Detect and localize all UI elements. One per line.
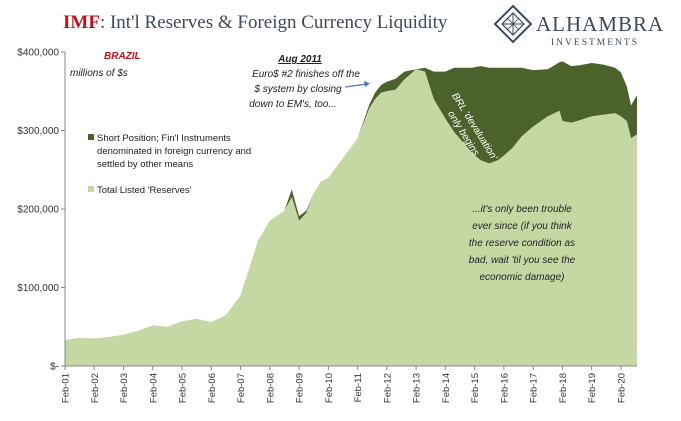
y-tick-label: $400,000 (17, 48, 59, 59)
title-rest: : Int'l Reserves & Foreign Currency Liqu… (100, 12, 448, 33)
x-tick-label: Feb-17 (529, 373, 540, 403)
diamond-lattice-logo-icon (493, 4, 533, 44)
x-tick-label: Feb-08 (265, 373, 276, 403)
annotation-arrow-head (364, 81, 370, 87)
annotation-aug-2011-line1: Euro$ #2 finishes off the (252, 69, 360, 80)
plot-areas (65, 61, 637, 367)
x-tick-label: Feb-06 (207, 373, 218, 403)
x-tick-label: Feb-01 (61, 373, 72, 403)
annotation-trouble-line3: the reserve condition as (469, 238, 575, 249)
x-tick-label: Feb-13 (412, 373, 423, 403)
legend-label-short-line3: settled by other means (97, 159, 193, 170)
x-tick-label: Feb-14 (441, 373, 452, 403)
annotation-trouble-line2: ever since (if you think (472, 221, 572, 232)
x-tick-label: Feb-19 (587, 373, 598, 403)
legend-swatch-short-position (88, 134, 94, 140)
title-accent: IMF (63, 12, 100, 33)
annotation-arrow (344, 83, 368, 88)
y-tick-label: $- (50, 362, 59, 373)
legend: Short Position; Fin'l Instruments denomi… (88, 133, 251, 196)
x-tick-label: Feb-03 (119, 373, 130, 403)
annotation-aug-2011-heading: Aug 2011 (277, 54, 322, 65)
y-tick-label: $100,000 (17, 283, 59, 294)
y-tick-label: $200,000 (17, 205, 59, 216)
annotation-aug-2011-line2: $ system by closing (253, 84, 342, 95)
series-area-short-position (65, 61, 637, 341)
x-tick-label: Feb-10 (324, 373, 335, 403)
unit-note: millions of $s (70, 68, 128, 79)
x-tick-label: Feb-05 (178, 373, 189, 403)
annotation-trouble-line1: ...it's only been trouble (472, 204, 572, 215)
legend-label-short-line1: Short Position; Fin'l Instruments (97, 133, 231, 144)
annotation-trouble-line4: bad, wait 'til you see the (469, 255, 576, 266)
x-tick-label: Feb-18 (558, 373, 569, 403)
brand-name: ALHAMBRA (536, 12, 664, 36)
annotation-aug-2011-line3: down to EM's, too... (249, 99, 337, 110)
x-tick-label: Feb-16 (499, 373, 510, 403)
legend-label-reserves: Total Listed 'Reserves' (97, 185, 192, 196)
legend-label-short-line2: denominated in foreign currency and (97, 146, 251, 157)
y-axis: $- $100,000 $200,000 $300,000 $400,000 (17, 48, 66, 373)
annotation-trouble-line5: economic damage) (479, 272, 564, 283)
x-tick-label: Feb-02 (90, 373, 101, 403)
x-tick-label: Feb-12 (382, 373, 393, 403)
annotation-trouble: ...it's only been trouble ever since (if… (469, 204, 576, 283)
annotation-aug-2011: Aug 2011 Euro$ #2 finishes off the $ sys… (249, 54, 370, 110)
x-tick-label: Feb-04 (148, 373, 159, 403)
y-tick-label: $300,000 (17, 126, 59, 137)
chart-title: IMF: Int'l Reserves & Foreign Currency L… (63, 12, 448, 33)
series-area-reserves (65, 69, 637, 367)
x-axis: Feb-01 Feb-02 Feb-03 Feb-04 Feb-05 Feb-06 Feb-… (61, 365, 637, 403)
x-tick-label: Feb-11 (353, 373, 364, 402)
x-tick-label: Feb-15 (470, 373, 481, 403)
x-tick-label: Feb-09 (295, 373, 306, 403)
legend-swatch-reserves (88, 186, 94, 192)
brand-sub: INVESTMENTS (551, 38, 639, 48)
chart-subtitle: BRAZIL (104, 51, 141, 62)
x-tick-label: Feb-20 (616, 373, 627, 403)
x-tick-label: Feb-07 (236, 373, 247, 403)
